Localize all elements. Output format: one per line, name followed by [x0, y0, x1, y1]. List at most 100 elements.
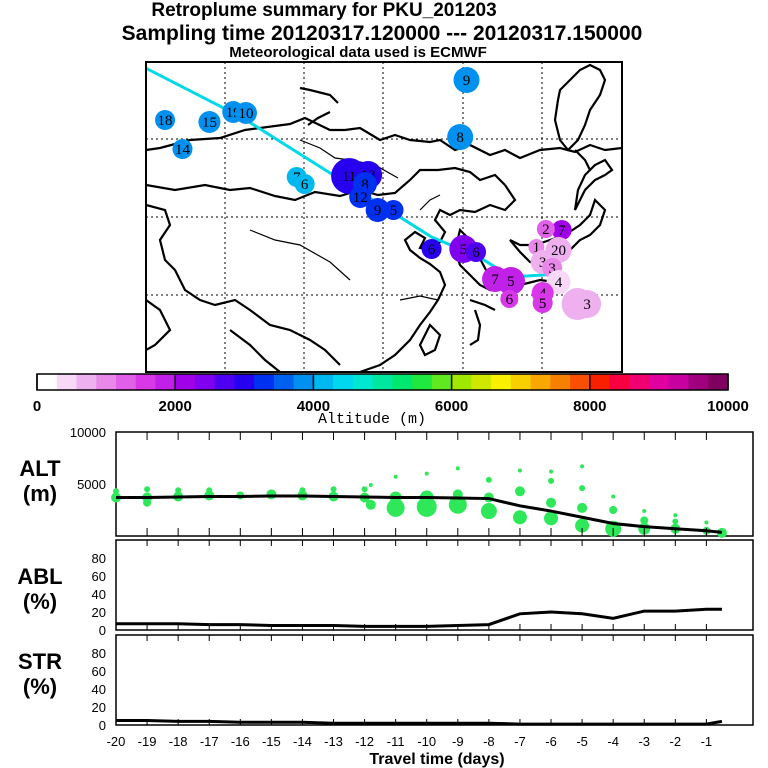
alt-point — [175, 487, 182, 494]
alt-point — [485, 476, 492, 483]
cluster-label: 2 — [542, 222, 550, 238]
alt-point — [514, 486, 525, 497]
cluster-label: 8 — [361, 177, 369, 193]
abl-title-line1: ABL — [17, 564, 62, 589]
x-axis-ticks: -20 -19 -18 -17 -16 -15 -14 -13 -12 -11 -10 -9 -8 -7 -… — [107, 432, 712, 749]
cluster-marker — [155, 110, 176, 130]
alt-y-ticks: 10000 5000 — [70, 425, 106, 492]
str-y-tick-label: 60 — [92, 664, 106, 679]
cluster-marker — [383, 200, 404, 220]
colorbar-cell — [175, 374, 196, 390]
cluster-label: 15 — [202, 115, 217, 131]
colorbar-cell — [530, 374, 551, 390]
x-tick-label: -5 — [576, 734, 588, 749]
cluster-label: 3 — [583, 297, 591, 313]
colorbar-cell — [155, 374, 176, 390]
colorbar-cell — [589, 374, 611, 390]
alt-point — [330, 486, 337, 493]
x-tick-label: -12 — [355, 734, 374, 749]
cluster-label: 8 — [456, 130, 464, 146]
cluster-label: 4 — [555, 275, 563, 291]
abl-panel: ABL (%) 80 60 40 20 0 — [17, 539, 754, 638]
abl-panel-frame — [115, 539, 754, 631]
str-y-tick-label: 40 — [92, 682, 106, 697]
colorbar-cell — [688, 374, 709, 390]
alt-point — [361, 486, 368, 493]
alt-point — [673, 513, 678, 518]
str-y-tick-label: 20 — [92, 700, 106, 715]
abl-y-ticks: 80 60 40 20 0 — [92, 551, 106, 638]
alt-point — [480, 503, 497, 520]
x-tick-label: -7 — [514, 734, 526, 749]
alt-y-tick-label: 5000 — [77, 477, 106, 492]
colorbar-tick-label: 10000 — [707, 398, 749, 415]
str-title-line2: (%) — [23, 674, 57, 699]
str-panel-frame — [115, 634, 754, 726]
cluster-label: 11 — [342, 169, 356, 185]
alt-title-line2: (m) — [23, 481, 57, 506]
abl-y-tick-label: 80 — [92, 551, 106, 566]
str-title-line1: STR — [18, 649, 62, 674]
alt-point — [448, 495, 467, 514]
colorbar-cell — [293, 374, 314, 390]
abl-y-tick-label: 0 — [99, 623, 106, 638]
colorbar-tick-label: 2000 — [159, 398, 192, 415]
alt-point — [455, 466, 460, 471]
alt-y-tick-label: 10000 — [70, 425, 106, 440]
colorbar-cell — [115, 374, 137, 390]
alt-point — [393, 474, 398, 479]
colorbar-cell — [550, 374, 571, 390]
alt-point — [548, 477, 555, 484]
x-tick-label: -9 — [452, 734, 464, 749]
cluster-label: 7 — [558, 223, 566, 239]
x-tick-label: -3 — [638, 734, 650, 749]
x-tick-label: -18 — [169, 734, 188, 749]
colorbar-cell — [570, 374, 591, 390]
colorbar-tick-label: 6000 — [435, 398, 468, 415]
cluster-marker — [532, 293, 553, 313]
x-tick-label: -2 — [670, 734, 682, 749]
alt-point — [580, 464, 585, 469]
alt-point — [365, 499, 376, 510]
map-content: 9191018158147611138129565672120337544564… — [146, 62, 622, 372]
colorbar-cell — [629, 374, 650, 390]
cluster-label: 6 — [428, 242, 436, 258]
alt-median-line — [116, 494, 723, 534]
colorbar-tick-label: 8000 — [573, 398, 606, 415]
alt-point — [544, 511, 559, 526]
x-tick-label: -13 — [324, 734, 343, 749]
str-y-tick-label: 0 — [99, 718, 106, 733]
x-tick-label: -11 — [387, 734, 405, 749]
str-y-tick-label: 80 — [92, 646, 106, 661]
colorbar-cell — [471, 374, 492, 390]
colorbar-cell — [194, 374, 216, 390]
alt-point — [368, 483, 373, 488]
colorbar-tick-label: 4000 — [297, 398, 330, 415]
x-tick-label: -14 — [293, 734, 312, 749]
alt-point — [716, 527, 727, 538]
colorbar-cell — [668, 374, 690, 390]
x-tick-label: -16 — [231, 734, 250, 749]
colorbar-cell — [37, 374, 58, 390]
x-tick-label: -10 — [417, 734, 436, 749]
chart-title: Retroplume summary for PKU_201203 — [151, 0, 497, 21]
colorbar-cell — [254, 374, 275, 390]
colorbar-cell — [273, 374, 295, 390]
alt-point — [611, 494, 616, 499]
alt-point — [517, 468, 522, 473]
cluster-marker — [172, 139, 193, 159]
colorbar-tick-label: 0 — [33, 398, 41, 415]
sampling-time: Sampling time 20120317.120000 --- 201203… — [121, 22, 643, 45]
cluster-marker — [536, 220, 555, 238]
alt-point — [144, 486, 151, 493]
cluster-label: 14 — [175, 142, 191, 158]
colorbar-cell — [491, 374, 512, 390]
colorbar-cell — [431, 374, 453, 390]
cluster-label: 6 — [301, 177, 309, 193]
colorbar-cell — [96, 374, 117, 390]
cluster-markers: 9191018158147611138129565672120337544564… — [155, 67, 602, 320]
cluster-marker — [365, 198, 390, 222]
alt-point — [609, 506, 618, 514]
